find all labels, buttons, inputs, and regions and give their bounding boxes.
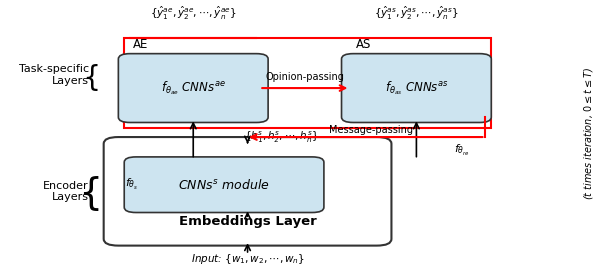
Bar [124, 38, 491, 128]
Text: }: } [71, 173, 95, 209]
Text: }: } [77, 61, 95, 89]
Text: ($t$ times iteration, $0\leq t\leq T$): ($t$ times iteration, $0\leq t\leq T$) [582, 66, 595, 200]
Text: Message-passing: Message-passing [329, 125, 413, 135]
Text: Encoder
Layers: Encoder Layers [44, 181, 89, 202]
Text: $CNNs^s\ module$: $CNNs^s\ module$ [178, 178, 270, 192]
Text: $f_{\theta_{ae}}\ CNNs^{ae}$: $f_{\theta_{ae}}\ CNNs^{ae}$ [161, 79, 226, 97]
FancyBboxPatch shape [119, 54, 268, 122]
Text: Embeddings Layer: Embeddings Layer [179, 215, 316, 228]
FancyBboxPatch shape [342, 54, 491, 122]
Text: $f_{\theta_s}$: $f_{\theta_s}$ [125, 177, 138, 192]
Text: Input: $\{w_1, w_2, \cdots, w_n\}$: Input: $\{w_1, w_2, \cdots, w_n\}$ [191, 252, 305, 266]
Text: $f_{\theta_{re}}$: $f_{\theta_{re}}$ [454, 143, 470, 158]
Text: Task-specific
Layers: Task-specific Layers [19, 64, 89, 86]
Text: $\{\hat{y}_1^{as}, \hat{y}_2^{as}, \cdots, \hat{y}_n^{as}\}$: $\{\hat{y}_1^{as}, \hat{y}_2^{as}, \cdot… [374, 5, 459, 22]
Text: $f_{\theta_{as}}\ CNNs^{as}$: $f_{\theta_{as}}\ CNNs^{as}$ [384, 79, 448, 97]
FancyBboxPatch shape [104, 137, 392, 245]
Text: $\{h_1^s, h_2^s, \cdots, h_n^s\}$: $\{h_1^s, h_2^s, \cdots, h_n^s\}$ [244, 129, 319, 145]
Text: AE: AE [133, 38, 148, 51]
Text: Opinion-passing: Opinion-passing [265, 72, 344, 83]
FancyBboxPatch shape [124, 157, 324, 213]
Text: $\{\hat{y}_1^{ae}, \hat{y}_2^{ae}, \cdots, \hat{y}_n^{ae}\}$: $\{\hat{y}_1^{ae}, \hat{y}_2^{ae}, \cdot… [150, 5, 237, 22]
Text: AS: AS [356, 38, 371, 51]
